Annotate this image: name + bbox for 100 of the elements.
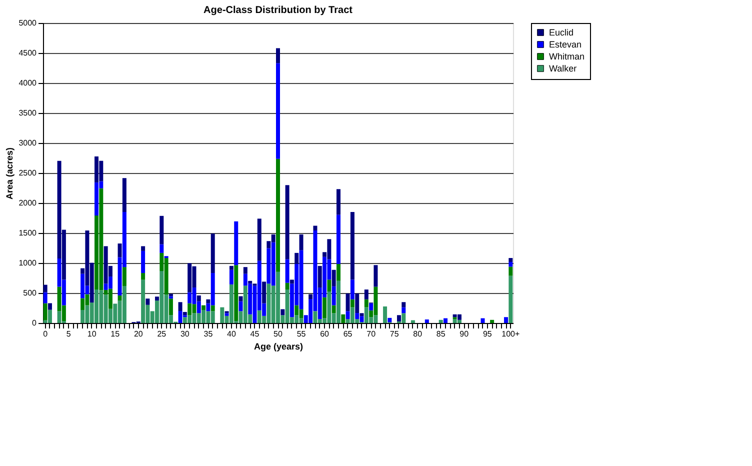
bar (210, 234, 215, 274)
bar (508, 276, 513, 323)
y-tick-label: 4000 (18, 78, 38, 88)
bar (313, 226, 318, 230)
x-tick-label: 80 (413, 330, 423, 338)
bar (364, 299, 368, 308)
bar (238, 296, 243, 302)
bar (285, 259, 290, 283)
bar (276, 63, 280, 159)
bar (238, 301, 243, 312)
bar (346, 311, 350, 320)
bar (336, 214, 340, 264)
bar (43, 292, 48, 304)
y-tick-label: 1500 (18, 228, 38, 238)
bar (108, 288, 112, 309)
bar (332, 270, 336, 286)
x-axis-title: Age (years) (254, 342, 304, 352)
x-tick-label: 20 (134, 330, 144, 338)
y-tick-label: 2000 (18, 198, 38, 208)
bar (168, 298, 173, 316)
y-tick-label: 5000 (18, 18, 38, 28)
bar (438, 320, 443, 323)
bar (508, 266, 513, 276)
bar (243, 267, 248, 274)
bar (360, 313, 364, 316)
bar (332, 286, 336, 306)
x-tick-label: 45 (250, 330, 260, 338)
bar (369, 303, 374, 310)
x-tick-label: 65 (343, 330, 353, 338)
bar (490, 320, 494, 323)
x-tick-label: 85 (436, 330, 446, 338)
bar (108, 276, 112, 289)
bar (350, 280, 354, 300)
legend-label: Euclid (549, 28, 574, 38)
bar (410, 320, 415, 323)
bar (229, 266, 234, 270)
bar (122, 178, 126, 212)
bar (122, 267, 126, 286)
x-tick-label: 10 (87, 330, 97, 338)
bar (480, 318, 485, 323)
bar (43, 284, 48, 292)
x-tick-label: 50 (274, 330, 283, 338)
bar (188, 303, 192, 316)
bar (80, 298, 85, 310)
bar (457, 314, 462, 320)
x-tick-label: 40 (227, 330, 236, 338)
x-tick-label: 90 (460, 330, 470, 338)
bar (118, 295, 122, 301)
bar (396, 315, 401, 322)
bar (206, 299, 210, 304)
y-tick-label: 2500 (18, 168, 38, 178)
chart-title: Age-Class Distribution by Tract (204, 5, 354, 16)
bar (160, 244, 164, 253)
bar (229, 270, 234, 284)
x-tick-label: 35 (204, 330, 214, 338)
bar (182, 312, 187, 316)
bar (224, 313, 229, 316)
x-tick-label: 100+ (502, 330, 520, 338)
x-tick-label: 15 (110, 330, 120, 338)
legend-label: Estevan (549, 40, 582, 50)
bar (285, 282, 290, 290)
bar (160, 216, 164, 244)
x-tick-label: 30 (180, 330, 190, 338)
x-tick-label: 5 (66, 330, 72, 338)
bar (202, 305, 206, 310)
bar (355, 293, 360, 314)
y-tick-label: 3500 (18, 108, 38, 118)
bar (210, 305, 215, 312)
bar (276, 48, 280, 64)
bar (336, 280, 340, 323)
legend-label: Whitman (549, 52, 585, 62)
bar (188, 263, 192, 292)
bar (146, 298, 150, 305)
bar (388, 318, 392, 322)
bar (350, 299, 354, 308)
bar (168, 296, 173, 299)
y-tick-label: 4500 (18, 48, 38, 58)
bar (383, 306, 388, 323)
y-tick-label: 500 (23, 288, 38, 298)
y-tick-label: 0 (32, 318, 38, 328)
bar (48, 310, 52, 323)
bar (364, 290, 368, 300)
x-tick-label: 75 (390, 330, 400, 338)
bar (336, 189, 340, 215)
bar (280, 309, 285, 316)
bar (196, 295, 201, 302)
bar (262, 282, 266, 304)
bar (336, 264, 340, 281)
bar (48, 303, 52, 310)
bar (350, 212, 354, 280)
bar (299, 234, 304, 250)
bar (504, 317, 508, 323)
y-tick-label: 1000 (18, 258, 38, 268)
bar (122, 286, 126, 323)
x-tick-label: 25 (157, 330, 167, 338)
x-tick-label: 95 (482, 330, 492, 338)
bar (257, 218, 262, 261)
legend-label: Walker (549, 64, 577, 74)
bar (346, 293, 350, 312)
bar (290, 280, 294, 284)
